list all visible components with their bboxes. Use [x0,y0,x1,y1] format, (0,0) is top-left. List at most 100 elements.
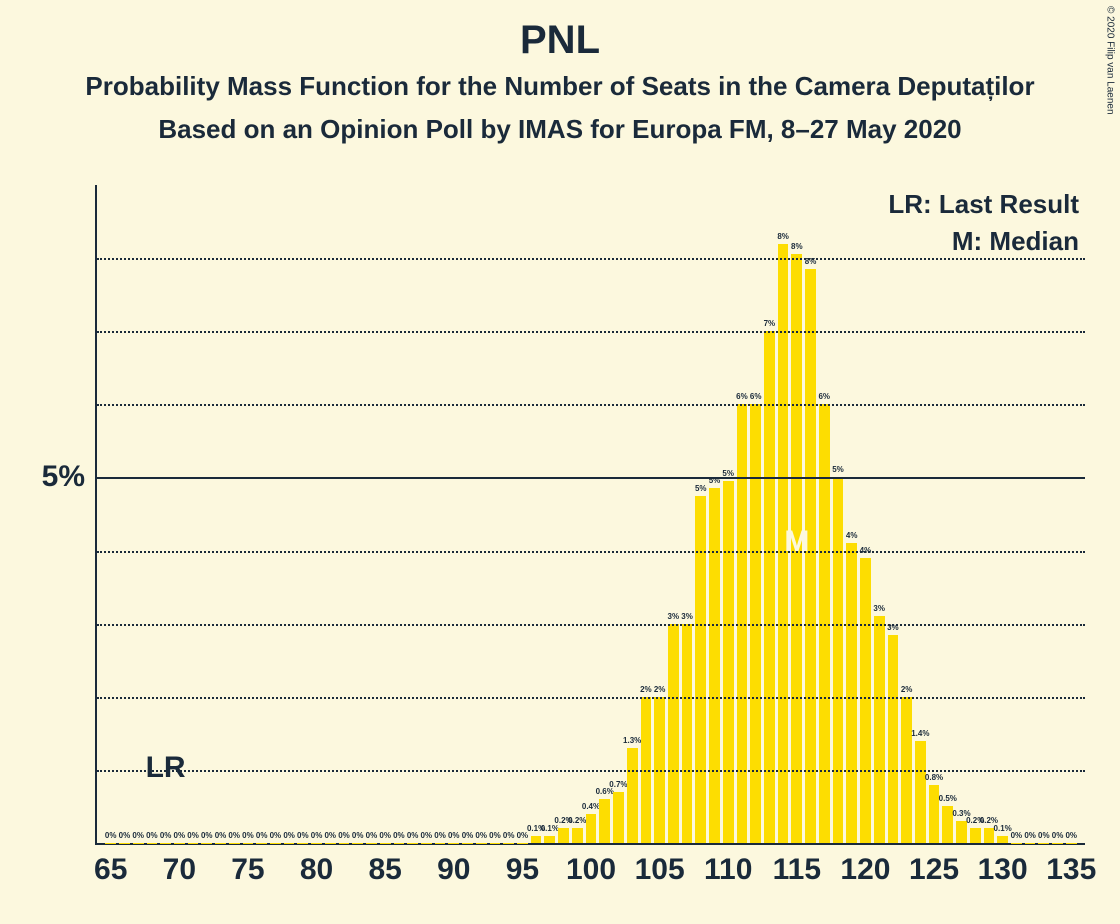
bar: 0% [105,843,116,844]
gridline [97,404,1085,406]
lr-annotation: LR [146,751,186,785]
bar-value-label: 0% [256,831,268,840]
bar-value-label: 0% [311,831,323,840]
bar: 0% [284,843,295,844]
bar-value-label: 0% [366,831,378,840]
gridline [97,770,1085,772]
gridline [97,697,1085,699]
bar-value-label: 2% [901,685,913,694]
bar: 5% [833,477,844,843]
bar-value-label: 0% [132,831,144,840]
bar: 0.1% [544,836,555,843]
copyright-text: © 2020 Filip van Laenen [1105,6,1116,115]
bar: 0% [174,843,185,844]
bar-value-label: 5% [695,484,707,493]
bar: 0.2% [970,828,981,843]
x-tick-label: 105 [635,853,685,887]
bar-value-label: 0% [160,831,172,840]
x-tick-label: 85 [368,853,401,887]
bar: 0% [503,843,514,844]
bar: 0.6% [599,799,610,843]
bar-value-label: 0.8% [925,773,943,782]
bar-value-label: 0% [283,831,295,840]
bar-value-label: 0% [270,831,282,840]
bar-value-label: 0% [338,831,350,840]
gridline [97,551,1085,553]
bar-value-label: 0% [475,831,487,840]
x-tick-label: 120 [840,853,890,887]
plot-area: LR: Last Result M: Median 0%0%0%0%0%0%0%… [95,185,1085,845]
bar-value-label: 6% [750,392,762,401]
bar-value-label: 0% [407,831,419,840]
bar: 4% [860,558,871,843]
bar-value-label: 0% [119,831,131,840]
bar: 5% [723,481,734,843]
bar-value-label: 0% [242,831,254,840]
bar: 0% [517,843,528,844]
x-tick-label: 65 [94,853,127,887]
bar-value-label: 0.7% [609,780,627,789]
bar-value-label: 0% [462,831,474,840]
gridline [97,258,1085,260]
bar-value-label: 1.3% [623,736,641,745]
bar-value-label: 0% [297,831,309,840]
bar-value-label: 2% [640,685,652,694]
bar: 0% [421,843,432,844]
bar: 0% [490,843,501,844]
bar: 1.4% [915,741,926,843]
bar: 0% [448,843,459,844]
bar-value-label: 1.4% [911,729,929,738]
x-axis [95,843,1085,845]
bar: 0% [147,843,158,844]
bar-value-label: 0% [503,831,515,840]
y-tick-label: 5% [25,460,85,494]
bar-value-label: 8% [791,242,803,251]
bar: 0% [1038,843,1049,844]
bar-value-label: 0% [215,831,227,840]
x-tick-label: 95 [506,853,539,887]
bar: 3% [668,624,679,843]
gridline [97,331,1085,333]
x-tick-label: 110 [704,853,752,887]
bar-value-label: 7% [764,319,776,328]
bar-value-label: 0% [448,831,460,840]
x-tick-label: 125 [909,853,959,887]
chart-canvas: © 2020 Filip van Laenen PNL Probability … [0,0,1120,924]
bar: 0% [1066,843,1077,844]
bar-value-label: 3% [668,612,680,621]
bar-value-label: 0.2% [568,816,586,825]
x-tick-label: 130 [978,853,1028,887]
bar: 7% [764,331,775,843]
bar: 0% [311,843,322,844]
bar-value-label: 0% [201,831,213,840]
bar-value-label: 0% [489,831,501,840]
bar-value-label: 0% [105,831,117,840]
bar-value-label: 2% [654,685,666,694]
bar-value-label: 4% [846,531,858,540]
bar: 0% [1011,843,1022,844]
bar: 0% [476,843,487,844]
chart-subtitle-1: Probability Mass Function for the Number… [0,71,1120,102]
bar: 0% [366,843,377,844]
bar-value-label: 0% [1065,831,1077,840]
bar-value-label: 0.5% [939,794,957,803]
bar: 3% [874,616,885,843]
bar: 0.2% [558,828,569,843]
bar: 0% [352,843,363,844]
bar-value-label: 0.4% [582,802,600,811]
bar: 0% [380,843,391,844]
bar-value-label: 0% [421,831,433,840]
x-tick-label: 80 [300,853,333,887]
bar-value-label: 0% [379,831,391,840]
bar: 0% [256,843,267,844]
bar: 0.1% [997,836,1008,843]
bar: 0% [462,843,473,844]
bar: 0.1% [531,836,542,843]
bar: 0% [1052,843,1063,844]
bar: 1.3% [627,748,638,843]
bar: 4% [846,543,857,843]
bar-value-label: 0% [174,831,186,840]
bar: 0.8% [929,785,940,843]
x-tick-label: 90 [437,853,470,887]
bar-value-label: 0% [324,831,336,840]
